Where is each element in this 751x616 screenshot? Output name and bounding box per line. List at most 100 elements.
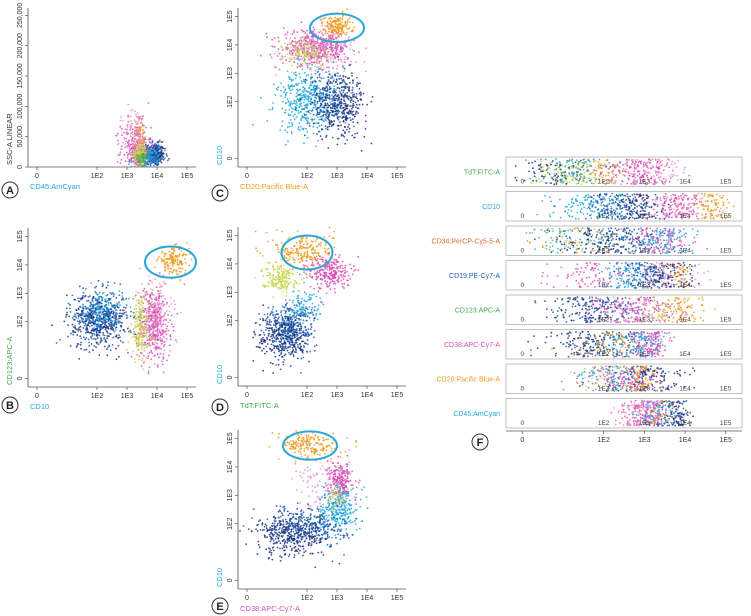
y-tick-label: 1E5 bbox=[227, 10, 234, 23]
data-point bbox=[93, 322, 96, 325]
data-point bbox=[342, 109, 345, 112]
data-point bbox=[77, 315, 80, 318]
data-point bbox=[113, 330, 116, 333]
data-point bbox=[137, 140, 140, 143]
data-point bbox=[315, 55, 317, 57]
data-point bbox=[332, 123, 335, 125]
data-point bbox=[297, 258, 300, 261]
data-point bbox=[148, 299, 151, 302]
data-point bbox=[124, 146, 126, 149]
data-point bbox=[146, 307, 148, 310]
data-point bbox=[288, 77, 291, 79]
data-point bbox=[127, 326, 130, 328]
data-point bbox=[336, 48, 339, 51]
data-point bbox=[121, 295, 124, 297]
data-point bbox=[138, 136, 140, 138]
data-point bbox=[288, 125, 291, 128]
data-point bbox=[282, 86, 285, 88]
data-point bbox=[143, 138, 146, 141]
data-point bbox=[154, 308, 157, 311]
data-point bbox=[318, 31, 320, 34]
data-point bbox=[339, 90, 341, 92]
data-point bbox=[315, 52, 318, 55]
data-point bbox=[340, 58, 342, 61]
data-point bbox=[294, 113, 296, 115]
data-point bbox=[162, 358, 165, 360]
data-point bbox=[324, 44, 327, 46]
data-point bbox=[343, 70, 345, 72]
data-point bbox=[155, 157, 158, 160]
data-point bbox=[281, 230, 283, 233]
data-point bbox=[307, 45, 310, 48]
data-point bbox=[145, 309, 148, 312]
data-point bbox=[148, 336, 151, 339]
data-point bbox=[157, 338, 160, 341]
data-point bbox=[156, 257, 159, 260]
data-point bbox=[145, 322, 147, 325]
data-point bbox=[143, 343, 146, 345]
data-point bbox=[119, 151, 122, 154]
data-point bbox=[304, 37, 307, 40]
data-point bbox=[102, 334, 104, 336]
data-point bbox=[315, 255, 318, 258]
data-point bbox=[353, 53, 356, 56]
data-point bbox=[366, 103, 369, 106]
data-point bbox=[96, 313, 99, 315]
data-point bbox=[126, 144, 129, 147]
data-point bbox=[342, 129, 345, 132]
data-point bbox=[341, 29, 344, 31]
data-point bbox=[338, 29, 340, 32]
data-point bbox=[329, 120, 331, 123]
data-point bbox=[173, 307, 176, 310]
data-point bbox=[341, 89, 343, 92]
data-point bbox=[346, 97, 349, 100]
data-point bbox=[168, 310, 171, 313]
data-point bbox=[320, 30, 322, 32]
data-point bbox=[113, 317, 115, 320]
data-point bbox=[93, 329, 95, 332]
data-point bbox=[166, 261, 169, 264]
data-point bbox=[337, 128, 340, 131]
data-point bbox=[147, 321, 150, 323]
data-point bbox=[301, 65, 304, 68]
data-point bbox=[141, 133, 144, 136]
panel-b-scatter: 0 1E2 1E3 1E4 1E501E21E31E41E5CD10CD123:APC-… bbox=[1, 228, 197, 414]
data-point bbox=[297, 254, 300, 257]
data-point bbox=[271, 38, 274, 41]
data-point bbox=[141, 282, 144, 285]
data-point bbox=[133, 308, 136, 310]
data-point bbox=[131, 128, 134, 131]
data-point bbox=[140, 348, 143, 351]
data-point bbox=[166, 155, 168, 157]
data-point bbox=[109, 292, 112, 294]
data-point bbox=[160, 303, 163, 305]
data-point bbox=[113, 307, 116, 310]
data-point bbox=[295, 48, 298, 51]
data-point bbox=[165, 333, 168, 335]
data-point bbox=[161, 140, 164, 143]
data-point bbox=[170, 268, 173, 270]
data-point bbox=[318, 45, 321, 48]
data-point bbox=[290, 71, 293, 74]
data-point bbox=[322, 62, 324, 65]
data-point bbox=[266, 268, 269, 271]
data-point bbox=[286, 250, 289, 253]
data-point bbox=[181, 267, 184, 270]
data-point bbox=[318, 130, 320, 133]
data-point bbox=[291, 54, 294, 56]
data-point bbox=[156, 314, 159, 317]
data-point bbox=[135, 334, 138, 337]
data-point bbox=[145, 165, 148, 168]
data-point bbox=[165, 327, 168, 330]
data-point bbox=[92, 349, 94, 352]
data-point bbox=[327, 58, 330, 61]
data-point bbox=[332, 105, 334, 108]
data-point bbox=[157, 153, 160, 156]
data-point bbox=[98, 297, 100, 299]
data-point bbox=[302, 49, 305, 52]
data-point bbox=[329, 80, 332, 83]
data-point bbox=[326, 32, 329, 35]
data-point bbox=[331, 121, 333, 124]
data-point bbox=[296, 94, 299, 97]
data-point bbox=[98, 334, 101, 337]
